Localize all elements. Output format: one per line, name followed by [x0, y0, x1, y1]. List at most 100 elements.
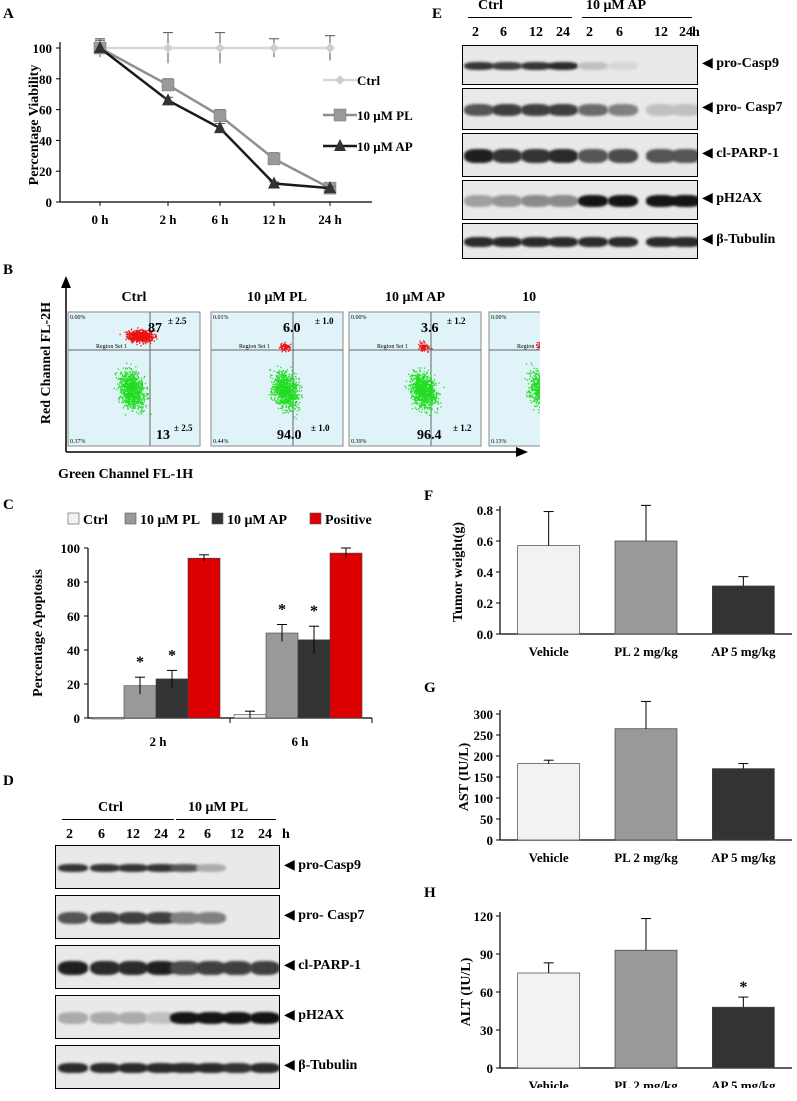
protein-band	[222, 961, 252, 975]
y-tick-label: 90	[480, 947, 493, 962]
corner-percent: 0.00%	[491, 315, 507, 321]
y-tick-label: 200	[474, 749, 494, 764]
blot-label: ◀ pH2AX	[284, 1008, 345, 1023]
time-unit-label: h	[692, 25, 700, 40]
y-tick-label: 80	[39, 72, 52, 87]
protein-band	[464, 195, 494, 207]
protein-band	[222, 1012, 252, 1024]
lane-time-label: 6	[616, 25, 623, 40]
data-point	[162, 93, 174, 106]
y-axis-label: Percentage Apoptosis	[31, 569, 46, 697]
b-y-axis-label: Red Channel FL-2H	[39, 302, 54, 424]
x-tick-label: 0 h	[92, 212, 110, 227]
group-label-treatment: 10 μM AP	[586, 0, 647, 13]
bar	[329, 552, 363, 719]
corner-percent: 0.44%	[213, 439, 229, 445]
legend-label: 10 μM PL	[357, 108, 413, 123]
significance-star: *	[739, 979, 747, 996]
blot-strip	[55, 945, 280, 989]
protein-band	[58, 961, 88, 975]
red-events	[119, 327, 159, 347]
protein-band	[464, 104, 494, 116]
protein-band	[196, 1012, 226, 1024]
protein-band	[578, 104, 608, 116]
x-tick-label: 12 h	[262, 212, 286, 227]
legend-label: Ctrl	[83, 513, 108, 528]
lane-time-label: 12	[654, 25, 668, 40]
protein-band	[196, 912, 226, 924]
protein-band	[521, 62, 551, 70]
lane-time-label: 12	[529, 25, 543, 40]
protein-band	[646, 104, 676, 116]
protein-band	[196, 961, 226, 975]
y-axis-label: Percentage Viability	[27, 65, 42, 186]
protein-band	[250, 1063, 279, 1073]
group-underline	[468, 17, 572, 18]
lower-percentage: 94.0	[277, 428, 302, 443]
significance-star: *	[168, 647, 176, 664]
x-tick-label: 24 h	[318, 212, 342, 227]
group-underline	[62, 819, 174, 820]
legend-label: 10 μM AP	[357, 139, 413, 154]
data-point	[163, 43, 173, 53]
protein-band	[58, 1012, 88, 1024]
y-tick-label: 0.4	[477, 565, 494, 580]
blot-label: ◀ β-Tubulin	[284, 1058, 358, 1073]
protein-band	[90, 1012, 120, 1024]
protein-band	[578, 62, 608, 70]
protein-band	[250, 961, 279, 975]
group-label-control: Ctrl	[98, 800, 123, 815]
lower-error: ± 1.0	[311, 423, 330, 433]
protein-band	[118, 1012, 148, 1024]
protein-band	[58, 864, 88, 872]
x-tick-label: AP 5 mg/kg	[711, 850, 776, 865]
y-tick-label: 60	[67, 609, 80, 624]
blot-label: ◀ pro- Casp7	[702, 100, 783, 115]
bar	[614, 728, 678, 841]
bar	[614, 949, 678, 1069]
upper-percentage: 87	[148, 321, 162, 336]
protein-band	[646, 195, 676, 207]
bar	[711, 768, 775, 841]
data-point	[267, 152, 281, 166]
legend-marker	[335, 75, 345, 85]
protein-band	[90, 961, 120, 975]
protein-band	[90, 864, 120, 872]
ast-bar-chart: 0 50 100 150 200 250 300 AST (IU/L) Vehicle PL 2 …	[457, 700, 792, 865]
lane-time-label: 24	[258, 827, 272, 842]
y-tick-label: 100	[474, 791, 494, 806]
y-axis-label: ALT (IU/L)	[459, 957, 474, 1026]
legend-swatch	[124, 512, 137, 525]
upper-error: ± 1.2	[447, 316, 466, 326]
flow-plot-title: Ctrl	[122, 290, 147, 305]
blot-strip	[55, 895, 280, 939]
data-point	[213, 109, 227, 123]
significance-star: *	[310, 603, 318, 620]
y-tick-label: 0	[74, 711, 81, 726]
blot-strip	[462, 180, 698, 220]
group-label-control: Ctrl	[478, 0, 503, 13]
panel-letter-h: H	[424, 885, 436, 901]
x-tick-label: AP 5 mg/kg	[711, 1078, 776, 1088]
y-tick-label: 30	[480, 1023, 493, 1038]
flow-plot-area	[488, 311, 540, 447]
lower-percentage: 13	[156, 428, 170, 443]
y-tick-label: 100	[33, 41, 53, 56]
blot-strip	[462, 223, 698, 259]
x-arrowhead	[516, 447, 528, 457]
panel-letter-b: B	[3, 262, 14, 278]
upper-error: ± 1.0	[315, 316, 334, 326]
flow-plot-title: 10 μM PL	[247, 290, 307, 305]
x-tick-label: Vehicle	[529, 1078, 569, 1088]
flow-plot: 10 μM PL Region Set 1 0.01% 0.44% 6.0 ± 1.0 94…	[210, 290, 344, 447]
protein-band	[170, 961, 200, 975]
protein-band	[578, 237, 608, 247]
protein-band	[548, 149, 578, 163]
protein-band	[90, 912, 120, 924]
protein-band	[608, 149, 638, 163]
data-point	[324, 181, 336, 194]
bar	[614, 540, 678, 635]
protein-band	[90, 1063, 120, 1073]
protein-band	[646, 149, 676, 163]
upper-error: ± 2.5	[168, 316, 187, 326]
